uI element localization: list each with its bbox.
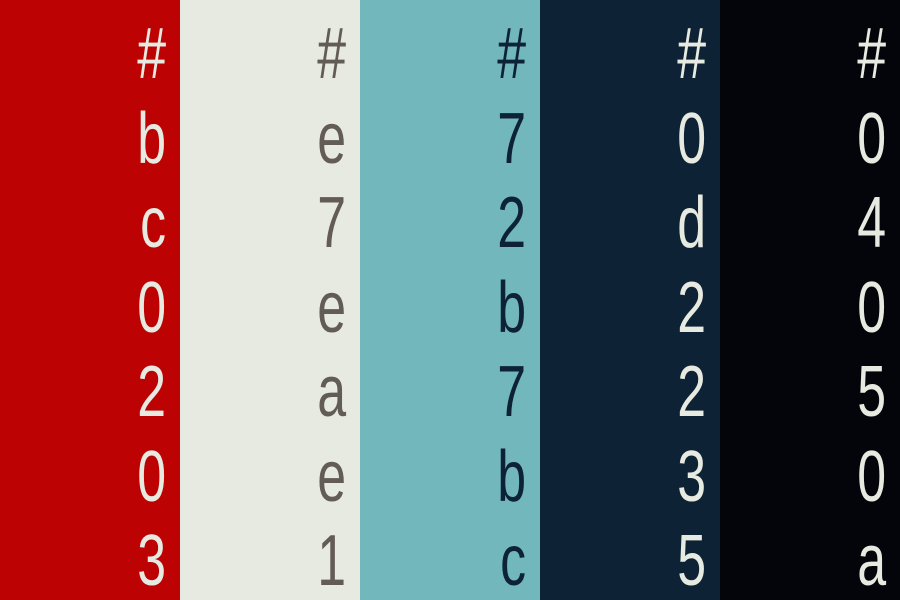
hex-char: 1 — [317, 521, 346, 600]
hex-char: 2 — [677, 267, 706, 348]
hex-char: # — [317, 14, 346, 94]
hex-char: a — [317, 352, 346, 432]
hex-char: e — [317, 267, 346, 348]
hex-char: e — [317, 436, 346, 517]
hex-char: 5 — [677, 521, 706, 600]
hex-char: a — [857, 521, 886, 600]
hex-char: 0 — [857, 267, 886, 348]
hex-char: 7 — [497, 352, 526, 432]
hex-char: # — [137, 14, 166, 94]
hex-char: 2 — [677, 352, 706, 432]
swatch-1: # b c 0 2 0 3 — [0, 0, 180, 600]
hex-char: 3 — [137, 521, 166, 600]
swatch-5: # 0 4 0 5 0 a — [720, 0, 900, 600]
hex-char: b — [497, 436, 526, 517]
hex-char: d — [677, 183, 706, 263]
hex-char: 0 — [677, 98, 706, 179]
swatch-3: # 7 2 b 7 b c — [360, 0, 540, 600]
hex-char: 0 — [857, 98, 886, 179]
swatch-2: # e 7 e a e 1 — [180, 0, 360, 600]
swatch-4: # 0 d 2 2 3 5 — [540, 0, 720, 600]
hex-char: 7 — [497, 98, 526, 179]
hex-char: b — [497, 267, 526, 348]
hex-char: 0 — [137, 436, 166, 517]
hex-char: # — [497, 14, 526, 94]
hex-char: # — [677, 14, 706, 94]
hex-char: 3 — [677, 436, 706, 517]
hex-char: b — [137, 98, 166, 179]
hex-char: 2 — [497, 183, 526, 263]
hex-char: 2 — [137, 352, 166, 432]
hex-char: 0 — [857, 436, 886, 517]
hex-char: 0 — [137, 267, 166, 348]
hex-char: 4 — [857, 183, 886, 263]
hex-char: e — [317, 98, 346, 179]
hex-char: 5 — [857, 352, 886, 432]
hex-char: c — [500, 521, 526, 600]
hex-char: # — [857, 14, 886, 94]
hex-char: 7 — [317, 183, 346, 263]
hex-char: c — [140, 183, 166, 263]
